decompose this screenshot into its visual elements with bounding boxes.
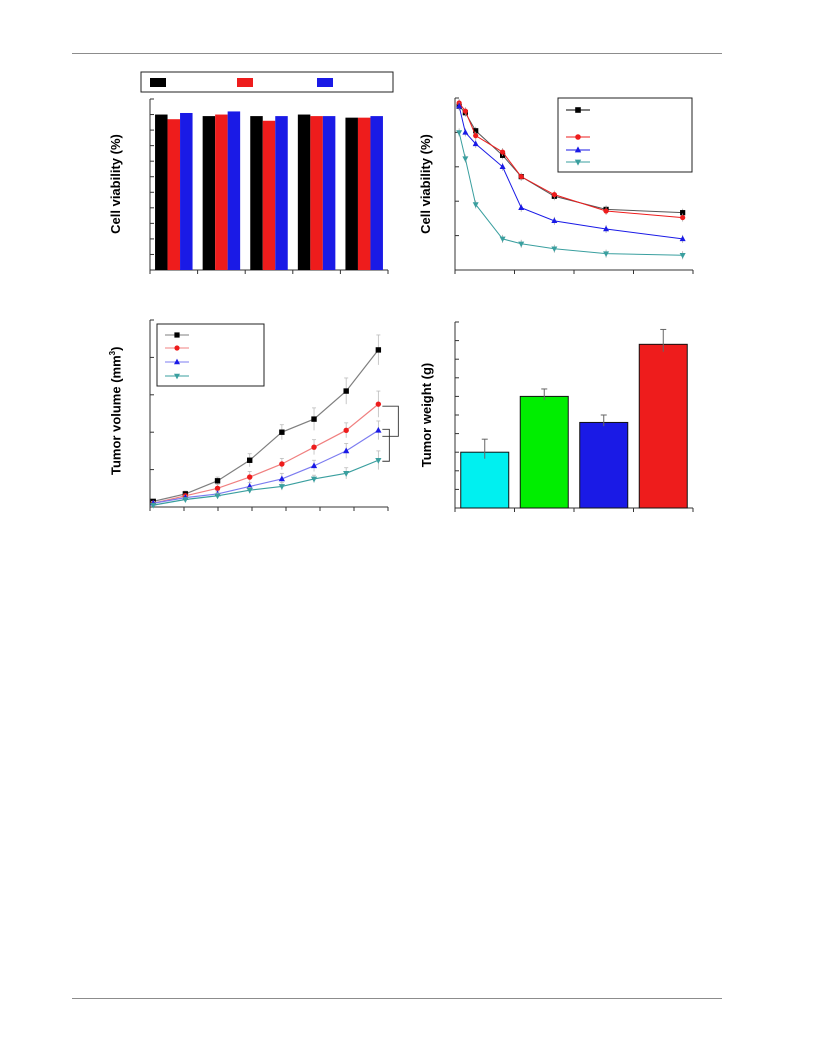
data-point-c xyxy=(279,429,285,435)
data-point-b xyxy=(603,225,610,232)
chart-c xyxy=(149,319,399,511)
data-point-b xyxy=(472,202,479,208)
bar-a xyxy=(215,114,228,270)
data-point-b xyxy=(473,128,479,134)
data-point-b xyxy=(551,192,557,198)
data-point-b xyxy=(551,246,558,253)
data-point-b xyxy=(473,133,479,139)
data-point-c xyxy=(278,484,285,490)
bar-d xyxy=(460,451,510,509)
data-point-c xyxy=(278,475,285,482)
bar-a xyxy=(345,117,358,271)
bar-a xyxy=(250,116,263,270)
legend-marker-b xyxy=(574,159,582,166)
bar-a xyxy=(262,120,276,270)
legend-marker-b xyxy=(575,134,581,140)
bar-a xyxy=(275,116,288,270)
data-point-c xyxy=(214,485,221,491)
data-point-b xyxy=(603,208,609,214)
legend-swatch-a xyxy=(237,78,253,87)
legend-marker-b xyxy=(574,146,582,153)
series-line-b xyxy=(458,102,683,219)
data-point-b xyxy=(456,102,463,109)
bar-d xyxy=(519,395,569,509)
data-point-b xyxy=(472,140,479,147)
legend-marker-c xyxy=(174,345,180,351)
data-point-c xyxy=(311,444,317,450)
data-point-b xyxy=(679,235,686,242)
bar-a xyxy=(370,116,383,270)
bar-d xyxy=(638,343,688,509)
legend-marker-b xyxy=(575,107,581,113)
data-point-c xyxy=(375,426,382,433)
bar-a xyxy=(297,114,311,270)
data-point-c xyxy=(214,478,221,484)
data-point-c xyxy=(343,447,350,454)
data-point-b xyxy=(500,149,506,155)
data-point-c xyxy=(247,457,253,463)
series-line-b xyxy=(458,132,683,256)
bar-a xyxy=(310,116,323,270)
data-point-c xyxy=(247,474,253,480)
data-point-c xyxy=(150,502,157,509)
bar-a xyxy=(322,116,336,270)
series-line-c xyxy=(153,349,379,502)
data-point-c xyxy=(214,493,221,500)
legend-marker-c xyxy=(174,332,180,338)
data-point-c xyxy=(375,347,382,353)
bar-a xyxy=(180,112,193,270)
legend-c xyxy=(156,323,265,387)
data-point-b xyxy=(518,241,525,248)
data-point-c xyxy=(279,461,285,467)
header-rule xyxy=(72,53,722,54)
series-line-c xyxy=(153,459,379,506)
data-point-b xyxy=(462,129,469,135)
data-point-b xyxy=(456,130,463,136)
chart-a xyxy=(140,71,394,274)
data-point-b xyxy=(499,236,506,243)
data-point-c xyxy=(343,427,349,434)
bar-d xyxy=(579,421,629,509)
bar-a xyxy=(357,117,371,271)
data-point-c xyxy=(310,462,318,469)
data-point-c xyxy=(182,497,189,504)
data-point-b xyxy=(499,163,506,169)
legend-marker-c xyxy=(174,358,180,365)
series-line-c xyxy=(153,429,379,504)
data-point-b xyxy=(462,108,468,114)
series-line-c xyxy=(153,403,379,504)
legend-a xyxy=(140,71,394,93)
bar-a xyxy=(167,119,181,270)
bar-a xyxy=(155,114,168,270)
data-point-c xyxy=(310,476,318,483)
chart-d xyxy=(454,321,694,512)
data-point-b xyxy=(603,251,610,258)
data-point-c xyxy=(343,388,349,394)
chart-b xyxy=(454,97,694,274)
data-point-b xyxy=(680,214,686,221)
data-point-b xyxy=(518,174,524,180)
legend-swatch-a xyxy=(150,78,166,87)
data-point-c xyxy=(246,487,253,494)
bar-a xyxy=(227,111,241,270)
significance-bracket-inner xyxy=(382,428,390,462)
data-point-b xyxy=(679,253,686,259)
data-point-b xyxy=(551,217,558,224)
data-point-b xyxy=(680,210,686,216)
data-point-c xyxy=(375,401,382,407)
data-point-c xyxy=(375,457,382,464)
bar-a xyxy=(202,116,216,270)
legend-swatch-a xyxy=(317,78,333,87)
data-point-c xyxy=(343,471,350,477)
legend-marker-c xyxy=(174,373,180,380)
data-point-b xyxy=(518,204,525,210)
significance-bracket-outer xyxy=(382,405,399,437)
data-point-b xyxy=(462,156,469,163)
data-point-c xyxy=(311,416,317,422)
footer-rule xyxy=(72,998,722,999)
